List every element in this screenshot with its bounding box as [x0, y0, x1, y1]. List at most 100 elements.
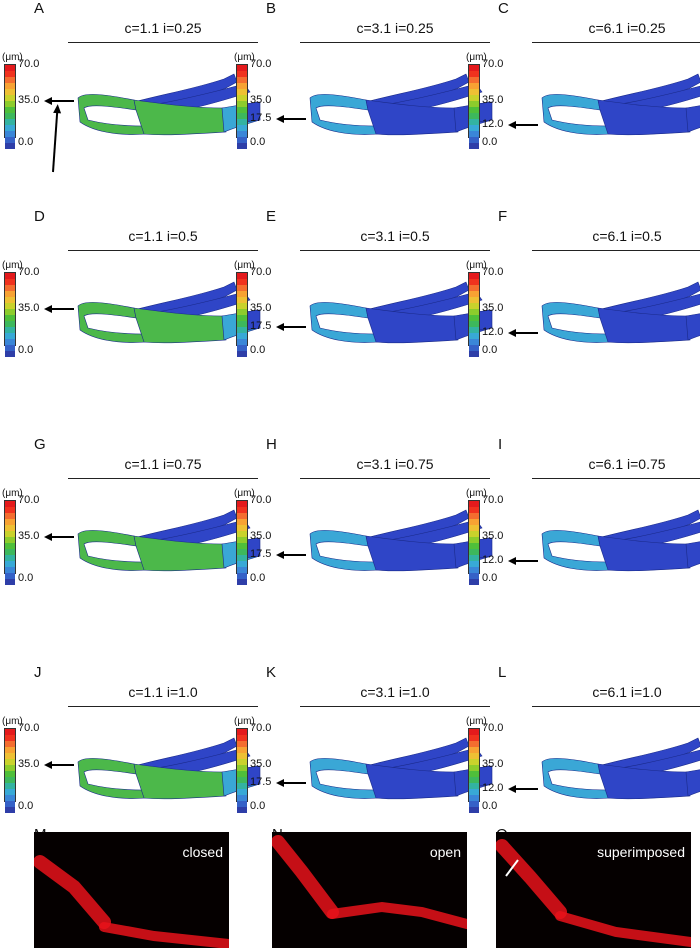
- colorbar-segment: [469, 783, 479, 789]
- colorbar-segment: [237, 339, 247, 345]
- colorbar-tick: 70.0: [18, 722, 40, 734]
- micrograph-caption: closed: [182, 844, 223, 860]
- colorbar-tick: 0.0: [250, 800, 266, 812]
- colorbar-segment: [469, 95, 479, 101]
- colorbar-tick: 70.0: [18, 58, 40, 70]
- title-rule: [68, 250, 258, 251]
- colorbar-segment: [5, 579, 15, 585]
- colorbar-tick: 35.0: [482, 94, 504, 106]
- panel-letter: E: [266, 208, 277, 225]
- colorbar-segment: [5, 519, 15, 525]
- colorbar-segment: [237, 285, 247, 291]
- colorbar-segment: [237, 783, 247, 789]
- panel-letter: B: [266, 0, 277, 17]
- colorbar: [4, 272, 16, 357]
- colorbar-segment: [5, 507, 15, 513]
- panel-title: c=3.1 i=0.25: [356, 20, 434, 36]
- colorbar-tick: 0.0: [18, 572, 34, 584]
- value-arrow: [44, 97, 74, 105]
- colorbar-segment: [237, 537, 247, 543]
- colorbar-segment: [237, 65, 247, 71]
- colorbar-segment: [237, 131, 247, 137]
- colorbar-segment: [237, 795, 247, 801]
- colorbar-segment: [237, 77, 247, 83]
- fluorescence-signal: [272, 835, 467, 929]
- colorbar-tick: 35.0: [250, 758, 272, 770]
- colorbar-segment: [469, 753, 479, 759]
- colorbar: [468, 64, 480, 149]
- colorbar-segment: [469, 561, 479, 567]
- colorbar-segment: [237, 107, 247, 113]
- title-rule: [532, 250, 700, 251]
- colorbar-segment: [237, 519, 247, 525]
- colorbar-segment: [5, 759, 15, 765]
- colorbar-segment: [237, 309, 247, 315]
- colorbar-segment: [5, 531, 15, 537]
- colorbar-tick: 0.0: [250, 136, 266, 148]
- colorbar-segment: [5, 83, 15, 89]
- colorbar-segment: [469, 113, 479, 119]
- colorbar-segment: [5, 789, 15, 795]
- colorbar-segment: [237, 759, 247, 765]
- colorbar-segment: [237, 579, 247, 585]
- colorbar-segment: [237, 801, 247, 807]
- vertical-arrow: [52, 112, 59, 173]
- colorbar-tick: 0.0: [250, 572, 266, 584]
- colorbar-tick: 0.0: [18, 136, 34, 148]
- panel-letter: F: [498, 208, 508, 225]
- panel-title: c=6.1 i=0.5: [592, 228, 662, 244]
- colorbar-segment: [469, 321, 479, 327]
- colorbar-segment: [5, 777, 15, 783]
- colorbar-tick: 35.0: [250, 530, 272, 542]
- panel-letter: L: [498, 664, 507, 681]
- cell-model-render: [541, 281, 700, 344]
- colorbar-segment: [237, 729, 247, 735]
- colorbar-tick: 12.0: [482, 326, 504, 338]
- colorbar-segment: [469, 555, 479, 561]
- colorbar-segment: [5, 297, 15, 303]
- unit-label: (μm): [466, 52, 487, 63]
- colorbar-tick: 35.0: [482, 302, 504, 314]
- colorbar-segment: [5, 131, 15, 137]
- colorbar-segment: [5, 101, 15, 107]
- colorbar-tick: 17.5: [250, 320, 272, 332]
- colorbar-segment: [237, 125, 247, 131]
- colorbar-segment: [469, 297, 479, 303]
- colorbar-segment: [237, 525, 247, 531]
- colorbar-segment: [237, 741, 247, 747]
- panel-title: c=1.1 i=0.5: [128, 228, 198, 244]
- colorbar-segment: [237, 567, 247, 573]
- colorbar-tick: 17.5: [250, 776, 272, 788]
- colorbar-segment: [469, 531, 479, 537]
- panel-title: c=6.1 i=1.0: [592, 684, 662, 700]
- cell-model-render: [309, 737, 493, 800]
- unit-label: (μm): [2, 488, 23, 499]
- unit-label: (μm): [234, 52, 255, 63]
- unit-label: (μm): [2, 716, 23, 727]
- colorbar-segment: [469, 807, 479, 813]
- colorbar-tick: 70.0: [18, 266, 40, 278]
- title-rule: [300, 42, 490, 43]
- value-arrow: [276, 551, 306, 559]
- panel-title: c=1.1 i=0.75: [124, 456, 202, 472]
- colorbar-segment: [469, 339, 479, 345]
- colorbar-segment: [237, 101, 247, 107]
- title-rule: [68, 478, 258, 479]
- colorbar-segment: [237, 765, 247, 771]
- colorbar-segment: [469, 291, 479, 297]
- panel-title: c=1.1 i=0.25: [124, 20, 202, 36]
- colorbar-segment: [5, 279, 15, 285]
- colorbar-segment: [5, 95, 15, 101]
- cell-model-render: [309, 281, 493, 344]
- colorbar-segment: [469, 747, 479, 753]
- model-container: [306, 272, 496, 367]
- colorbar-segment: [237, 113, 247, 119]
- colorbar-tick: 70.0: [482, 266, 504, 278]
- colorbar-segment: [469, 345, 479, 351]
- panel-letter: A: [34, 0, 45, 17]
- colorbar-tick: 70.0: [482, 722, 504, 734]
